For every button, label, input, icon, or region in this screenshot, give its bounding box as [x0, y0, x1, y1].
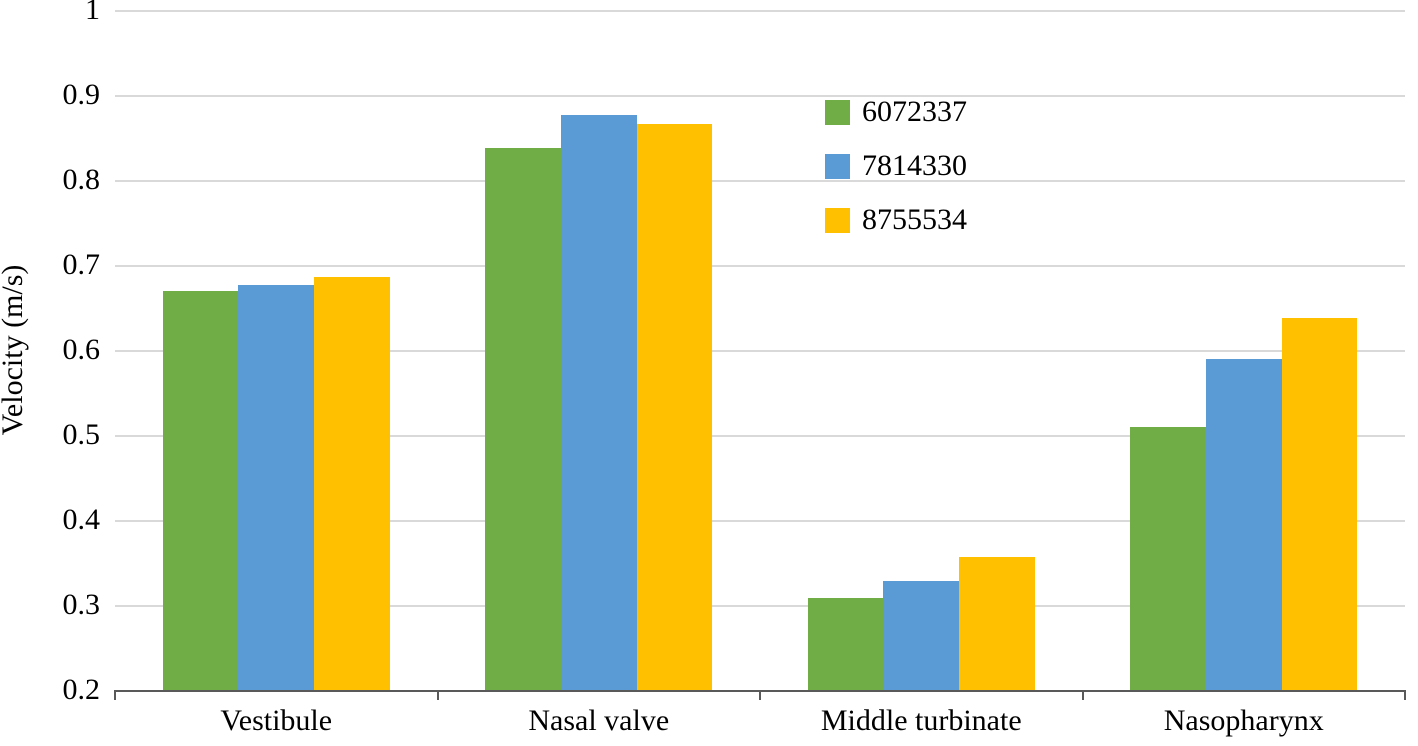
bar	[959, 557, 1035, 690]
x-tick-mark	[437, 690, 439, 700]
y-tick-label: 0.3	[0, 588, 100, 622]
gridline	[115, 180, 1405, 182]
legend-label: 6072337	[862, 95, 967, 129]
x-tick-label: Vestibule	[220, 704, 332, 738]
bar	[1282, 318, 1358, 690]
legend-swatch	[825, 154, 850, 179]
bar	[485, 148, 561, 690]
bar	[883, 581, 959, 690]
legend-label: 8755534	[862, 203, 967, 237]
x-tick-mark	[759, 690, 761, 700]
y-tick-label: 1	[0, 0, 100, 27]
legend: 6072337 7814330 8755534	[825, 95, 967, 237]
x-tick-mark	[1082, 690, 1084, 700]
gridline	[115, 265, 1405, 267]
gridline	[115, 10, 1405, 12]
x-tick-mark	[114, 690, 116, 700]
bar	[637, 124, 713, 690]
bar	[808, 598, 884, 690]
gridline	[115, 95, 1405, 97]
x-tick-label: Nasal valve	[528, 704, 669, 738]
legend-label: 7814330	[862, 149, 967, 183]
bar	[163, 291, 239, 691]
y-tick-label: 0.8	[0, 163, 100, 197]
y-tick-label: 0.2	[0, 673, 100, 707]
velocity-bar-chart: 0.20.30.40.50.60.70.80.91Velocity (m/s)V…	[0, 0, 1418, 746]
bar	[561, 115, 637, 690]
plot-area	[115, 10, 1405, 690]
legend-item: 8755534	[825, 203, 967, 237]
bar	[1206, 359, 1282, 690]
legend-item: 6072337	[825, 95, 967, 129]
bar	[238, 285, 314, 690]
x-tick-mark	[1404, 690, 1406, 700]
legend-item: 7814330	[825, 149, 967, 183]
bar	[314, 277, 390, 690]
bar	[1130, 427, 1206, 691]
x-tick-label: Nasopharynx	[1164, 704, 1324, 738]
y-tick-label: 0.4	[0, 503, 100, 537]
y-tick-label: 0.9	[0, 78, 100, 112]
legend-swatch	[825, 208, 850, 233]
x-tick-label: Middle turbinate	[821, 704, 1022, 738]
y-axis-title: Velocity (m/s)	[0, 265, 30, 436]
legend-swatch	[825, 100, 850, 125]
